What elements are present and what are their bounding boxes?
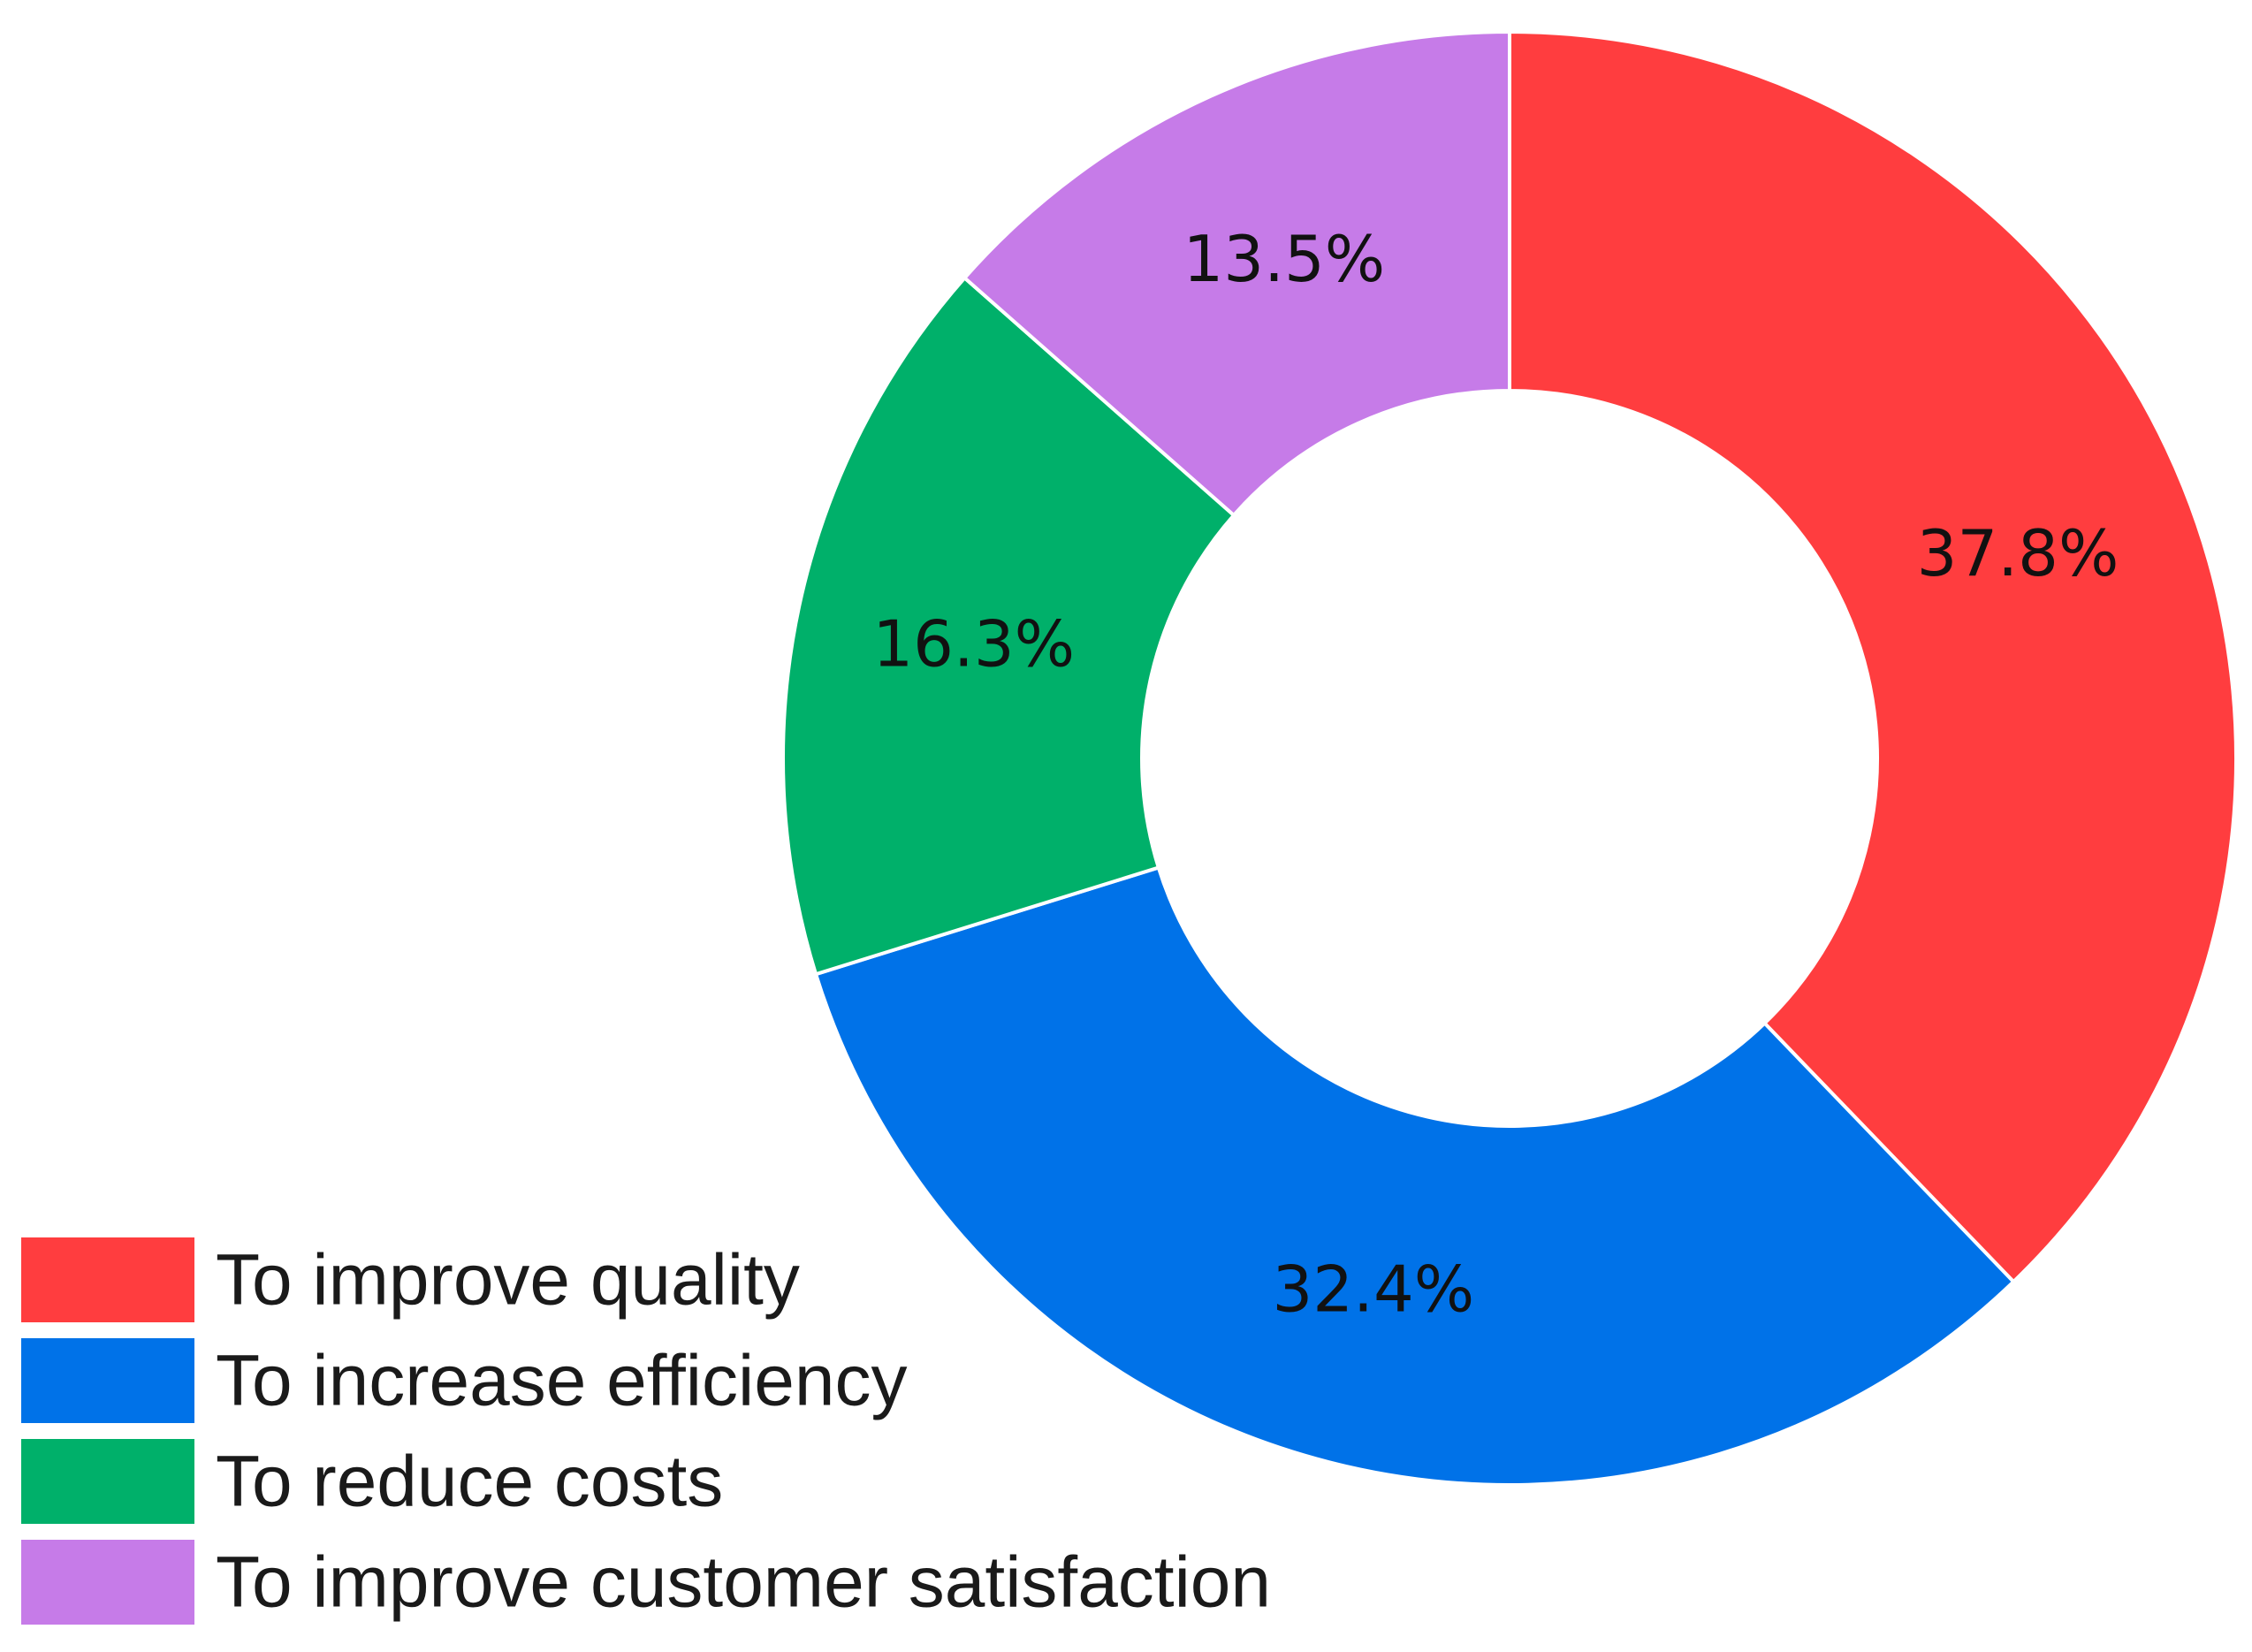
legend-label-to-reduce-costs: To reduce costs bbox=[216, 1442, 723, 1522]
legend-label-to-improve-quality: To improve quality bbox=[216, 1240, 800, 1321]
value-label-to-improve-customer-satisfaction: 13.5% bbox=[1183, 222, 1385, 296]
value-label-to-reduce-costs: 16.3% bbox=[872, 606, 1075, 681]
legend-swatch-to-improve-customer-satisfaction bbox=[21, 1540, 194, 1625]
legend: To improve quality To increase efficiency… bbox=[21, 1237, 1271, 1625]
value-label-to-increase-efficiency: 32.4% bbox=[1272, 1252, 1474, 1327]
legend-label-to-improve-customer-satisfaction: To improve customer satisfaction bbox=[216, 1542, 1271, 1623]
donut-slices bbox=[781, 29, 2238, 1487]
legend-swatch-to-reduce-costs bbox=[21, 1439, 194, 1524]
slice-to-improve-customer-satisfaction bbox=[962, 29, 1511, 518]
legend-swatch-to-increase-efficiency bbox=[21, 1338, 194, 1423]
value-label-to-improve-quality: 37.8% bbox=[1917, 516, 2119, 590]
legend-label-to-increase-efficiency: To increase efficiency bbox=[216, 1341, 907, 1421]
slice-to-reduce-costs bbox=[781, 275, 1236, 977]
legend-swatch-to-improve-quality bbox=[21, 1237, 194, 1322]
slice-to-improve-quality bbox=[1508, 29, 2238, 1284]
slice-to-increase-efficiency bbox=[813, 865, 2017, 1487]
donut-value-labels: 37.8% 32.4% 16.3% 13.5% bbox=[872, 222, 2119, 1327]
